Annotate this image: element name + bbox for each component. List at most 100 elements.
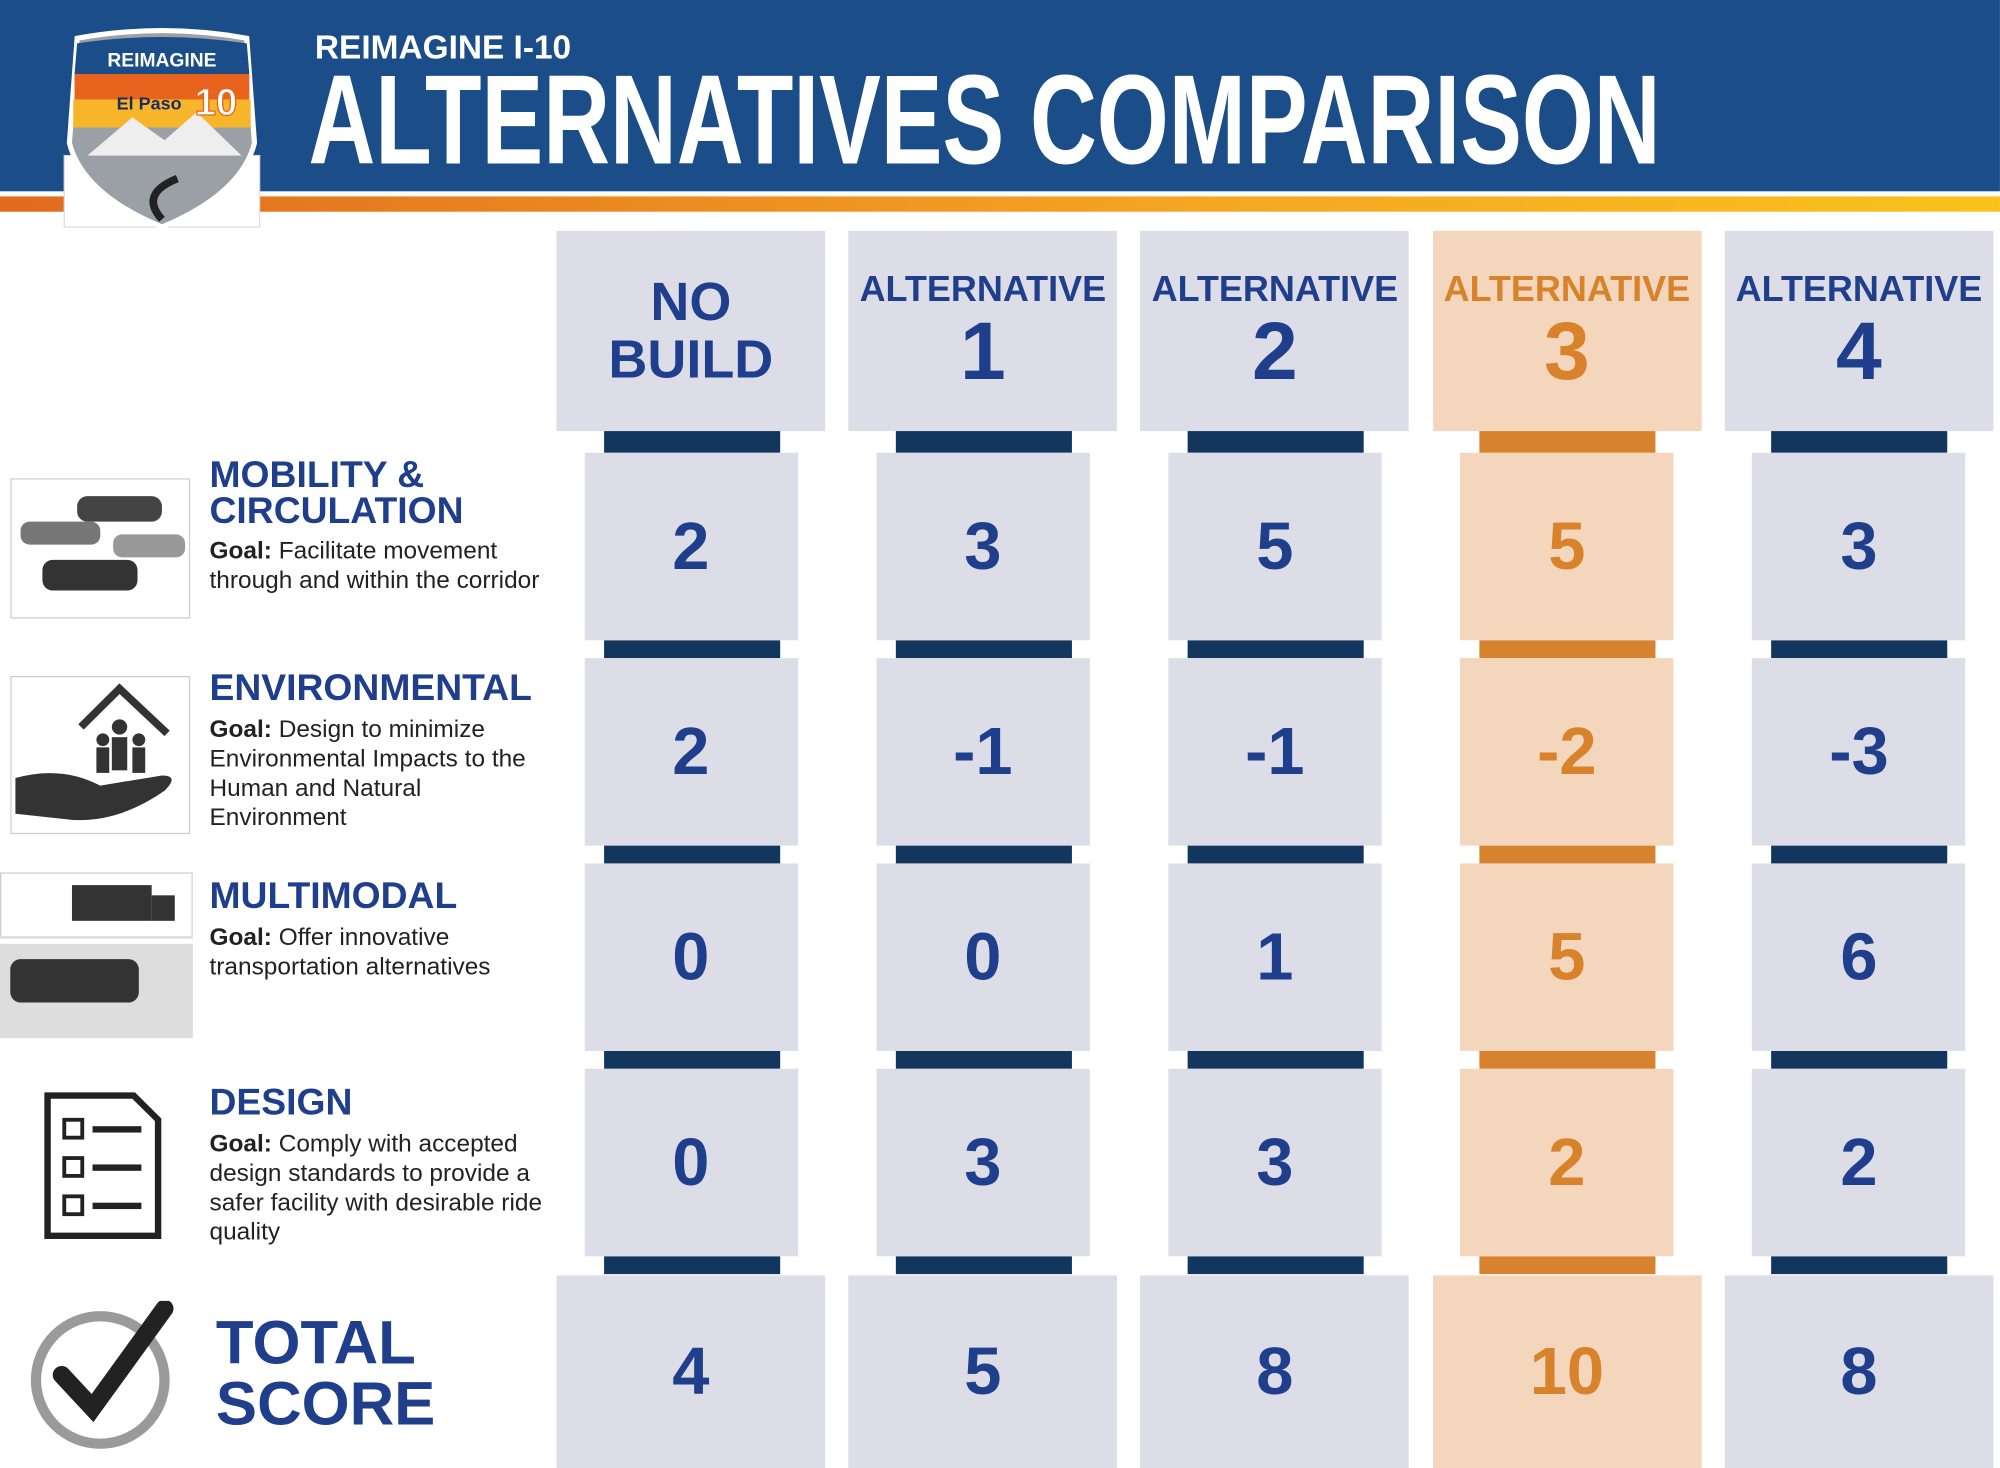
score-cell: 2	[1752, 1068, 1966, 1257]
goal-text: Design to minimize Environmental Impacts…	[209, 716, 526, 832]
total-cell: 8	[1140, 1275, 1410, 1468]
icon-checklist	[43, 1091, 162, 1240]
icon-cars	[10, 478, 191, 619]
score-cell: 6	[1752, 863, 1966, 1051]
total-score: 8	[1840, 1334, 1878, 1409]
connector	[1771, 640, 1948, 659]
score: -2	[1537, 714, 1597, 789]
goal-label: Goal:	[209, 716, 272, 743]
header-band	[0, 0, 2000, 192]
score: 5	[1256, 509, 1294, 584]
score-cell: 0	[876, 863, 1090, 1051]
score-cell: 3	[1168, 1068, 1382, 1257]
icon-multimodal	[0, 872, 193, 1039]
logo-top	[74, 36, 250, 74]
connector	[1187, 640, 1364, 659]
score-cell: 3	[876, 1068, 1090, 1257]
column-header: NO BUILD	[556, 230, 826, 432]
column-header: ALTERNATIVE 2	[1140, 230, 1410, 432]
column-line2: 2	[1252, 304, 1298, 397]
total-score: 4	[672, 1334, 710, 1409]
column-line1: ALTERNATIVE	[1151, 269, 1399, 309]
column-header: ALTERNATIVE 1	[848, 230, 1118, 432]
connector	[1479, 431, 1656, 453]
score: 0	[672, 920, 710, 995]
connector	[895, 845, 1072, 864]
criterion: DESIGN Goal: Comply with accepted design …	[209, 1082, 544, 1248]
score: 3	[964, 1125, 1002, 1200]
connector	[1479, 1256, 1656, 1275]
score-cell: -1	[1168, 658, 1382, 846]
column-header: ALTERNATIVE 3	[1432, 230, 1702, 432]
logo-city: El Paso	[117, 94, 182, 114]
column-line1: ALTERNATIVE	[859, 269, 1107, 309]
connector	[1187, 431, 1364, 453]
criterion-goal: Goal: Design to minimize Environmental I…	[210, 715, 544, 833]
score: 5	[1548, 920, 1586, 995]
logo-mountains	[87, 112, 242, 156]
connector	[895, 1256, 1072, 1275]
connector	[603, 845, 780, 864]
total-cell: 4	[556, 1275, 826, 1468]
connector	[1771, 431, 1948, 453]
connector	[1479, 640, 1656, 659]
logo-sun	[74, 73, 250, 100]
total-score: 5	[964, 1334, 1002, 1409]
total-score: 10	[1529, 1334, 1605, 1409]
column-line2: 3	[1544, 304, 1590, 397]
title: ALTERNATIVES COMPARISON	[308, 48, 1661, 192]
criterion-title: DESIGN	[209, 1082, 353, 1124]
connector	[895, 1050, 1072, 1069]
criterion: MOBILITY & CIRCULATION Goal: Facilitate m…	[210, 457, 544, 596]
goal-label: Goal:	[209, 1130, 272, 1158]
score-cell: -1	[876, 658, 1090, 846]
logo-road	[149, 175, 179, 222]
logo: REIMAGINE El Paso 10	[63, 28, 261, 230]
total-title: TOTAL SCORE	[215, 1309, 436, 1439]
connector	[1771, 845, 1948, 864]
total-cell: 10	[1432, 1275, 1702, 1468]
column-name: NO BUILD	[608, 274, 773, 387]
score: 5	[1548, 509, 1586, 584]
goal-label: Goal:	[209, 924, 272, 951]
column-line1: ALTERNATIVE	[1735, 269, 1983, 309]
score: 6	[1840, 920, 1878, 995]
score-cell: 5	[1168, 452, 1382, 641]
connector	[1479, 845, 1656, 864]
score: 1	[1256, 920, 1294, 995]
score-cell: 1	[1168, 863, 1382, 1051]
column-line2: 1	[959, 304, 1006, 397]
criterion-goal: Goal: Offer innovative transportation al…	[210, 923, 544, 982]
column-line1: ALTERNATIVE	[1443, 269, 1691, 309]
criterion-title: MULTIMODAL	[209, 876, 458, 918]
kicker: REIMAGINE I-10	[314, 28, 572, 67]
icon-environment	[10, 675, 191, 835]
goal-text: Facilitate movement through and within t…	[209, 538, 540, 595]
column-header: ALTERNATIVE 4	[1724, 230, 1994, 432]
criterion: ENVIRONMENTAL Goal: Design to minimize En…	[210, 671, 544, 833]
score-cell: 0	[584, 863, 798, 1051]
goal-text: Offer innovative transportation alternat…	[209, 924, 491, 981]
score-cell: -3	[1752, 658, 1966, 846]
criterion-goal: Goal: Facilitate movement through and wi…	[210, 537, 544, 596]
criterion: MULTIMODAL Goal: Offer innovative transpo…	[209, 876, 544, 982]
score-cell: 3	[1752, 452, 1966, 641]
score-cell: 5	[1460, 452, 1674, 641]
score: -1	[953, 714, 1013, 789]
total-cell: 5	[848, 1275, 1118, 1468]
connector	[895, 640, 1072, 659]
connector	[603, 431, 780, 453]
score: 2	[1840, 1125, 1878, 1200]
score: 3	[964, 509, 1002, 584]
score-cell: 2	[584, 658, 798, 846]
logo-top-text: REIMAGINE	[107, 50, 216, 71]
connector	[895, 431, 1072, 453]
score-cell: -2	[1460, 658, 1674, 846]
connector	[1771, 1050, 1948, 1069]
header-stripe	[0, 196, 2000, 212]
connector	[1187, 1050, 1364, 1069]
goal-label: Goal:	[209, 538, 272, 566]
connector	[1187, 1256, 1364, 1275]
